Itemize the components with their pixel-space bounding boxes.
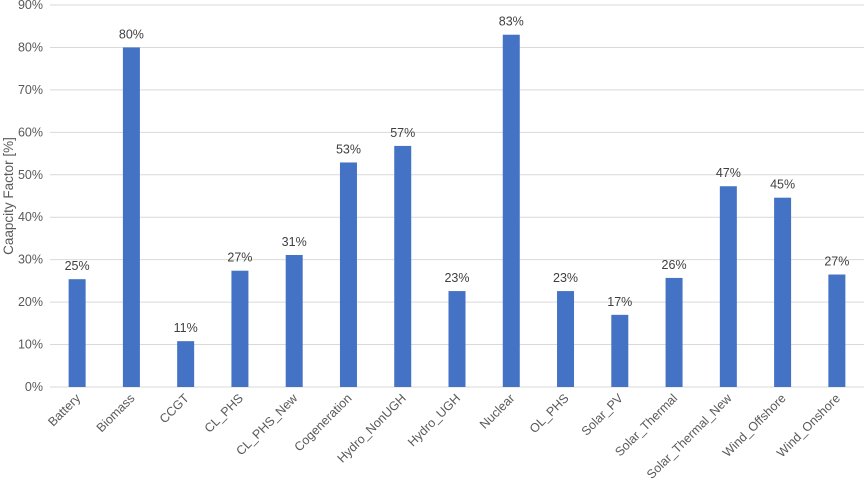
bar-ccgt <box>177 341 195 387</box>
x-tick-label: Hydro_UGH <box>405 391 463 449</box>
bar-hydro-ugh <box>448 291 466 387</box>
gridlines <box>50 4 864 346</box>
bar-cl-phs <box>231 270 249 387</box>
y-tick-label: 30% <box>18 253 43 267</box>
data-label: 27% <box>227 251 252 265</box>
bar-solar-pv <box>611 314 629 387</box>
y-tick-label: 40% <box>18 210 43 224</box>
x-tick-label: CL_PHS <box>202 391 246 435</box>
data-label: 83% <box>499 15 524 29</box>
y-tick-label: 90% <box>18 0 43 12</box>
y-tick-label: 60% <box>18 125 43 139</box>
data-label: 45% <box>770 178 795 192</box>
bar-solar-thermal-new <box>719 186 737 387</box>
x-axis-ticks: Battery Biomass CCGT CL_PHSCL_PHS_NewCogene… <box>45 391 843 482</box>
data-label: 53% <box>336 142 361 156</box>
y-axis-ticks: 0% 10% 20% 30% 40% 50% 60% 70% 80% 90% <box>18 0 43 394</box>
data-label: 17% <box>607 295 632 309</box>
y-tick-label: 20% <box>18 295 43 309</box>
data-label: 47% <box>716 166 741 180</box>
bar-wind-offshore <box>774 197 792 387</box>
y-tick-label: 70% <box>18 83 43 97</box>
bars <box>68 34 846 387</box>
x-tick-label: Solar_PV <box>579 391 627 439</box>
x-tick-label: CCGT <box>157 391 192 426</box>
bar-nuclear <box>502 34 520 387</box>
x-tick-label: Battery <box>45 391 83 429</box>
data-labels: 25% 80% 11% 27% 31% 53% 57% 23% 83% 23% 17% 26% 47% 4… <box>65 15 850 335</box>
x-tick-label: OL_PHS <box>527 391 572 436</box>
bar-solar-thermal <box>665 277 683 387</box>
y-tick-label: 80% <box>18 40 43 54</box>
data-label: 23% <box>553 271 578 285</box>
data-label: 23% <box>444 271 469 285</box>
data-label: 31% <box>282 235 307 249</box>
bar-battery <box>68 279 86 387</box>
bar-cl-phs-new <box>285 254 303 387</box>
bar-hydro-nonugh <box>394 145 412 387</box>
y-tick-label: 0% <box>25 380 43 394</box>
data-label: 11% <box>174 321 198 335</box>
x-tick-label: Biomass <box>94 391 138 435</box>
y-axis-title: Caapcity Factor [%] <box>1 137 16 255</box>
bar-wind-onshore <box>828 274 846 387</box>
data-label: 27% <box>824 255 849 269</box>
data-label: 80% <box>119 27 144 41</box>
x-tick-label: Nuclear <box>477 391 517 431</box>
y-tick-label: 50% <box>18 168 43 182</box>
bar-cogeneration <box>339 162 357 387</box>
data-label: 57% <box>390 126 415 140</box>
bar-biomass <box>122 47 140 387</box>
data-label: 26% <box>662 258 687 272</box>
bar-ol-phs <box>557 291 575 387</box>
y-tick-label: 10% <box>18 338 43 352</box>
data-label: 25% <box>65 259 90 273</box>
